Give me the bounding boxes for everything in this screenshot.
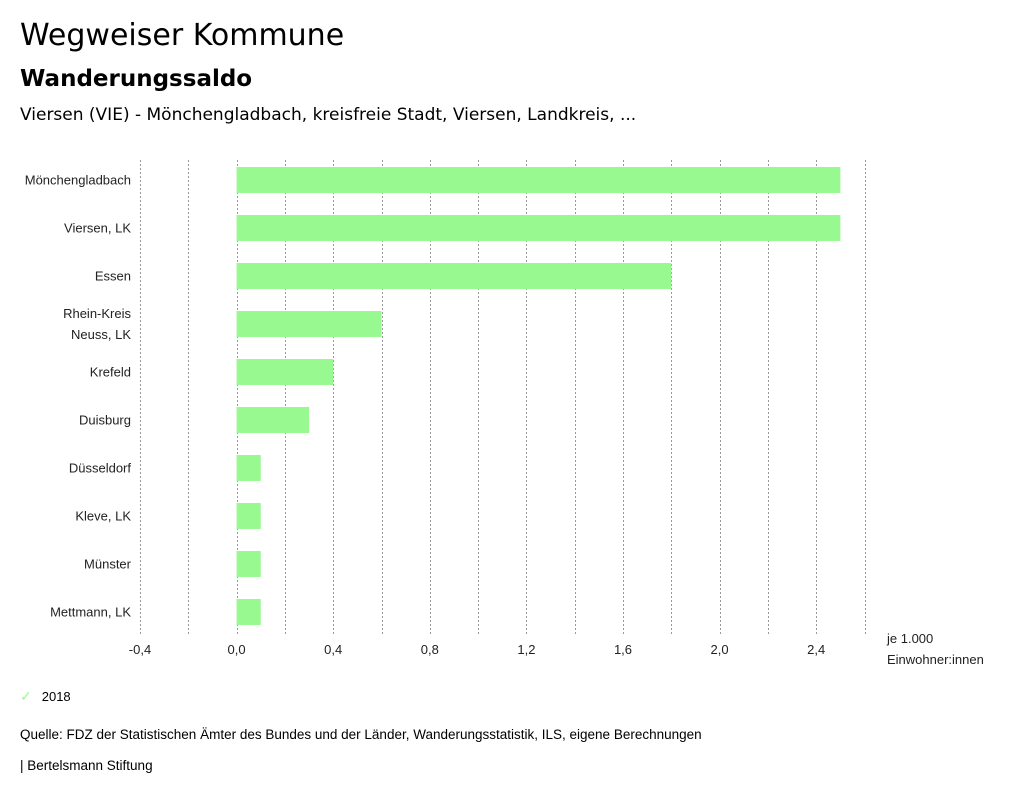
publisher-note: | Bertelsmann Stiftung (20, 758, 153, 773)
bar-chart: Mönchengladbach Viersen, LK Essen Rhein-Kre… (25, 160, 984, 667)
category-label: Düsseldorf (69, 461, 132, 476)
unit-label: je 1.000 (886, 631, 933, 646)
category-label: Münster (84, 557, 132, 572)
check-icon: ✓ (20, 688, 32, 704)
bar (236, 215, 841, 241)
source-note: Quelle: FDZ der Statistischen Ämter des … (20, 727, 702, 742)
x-tick-label: 0,0 (228, 642, 246, 657)
legend-label: 2018 (41, 689, 71, 704)
x-tick-label: 1,2 (517, 642, 535, 657)
category-label: Viersen, LK (64, 221, 131, 236)
category-label: Essen (95, 269, 131, 284)
bar (236, 455, 261, 481)
x-tick-label: 0,8 (421, 642, 439, 657)
page-title: Wegweiser Kommune (20, 18, 345, 53)
chart-subtitle: Wanderungssaldo (20, 66, 253, 92)
category-label: Rhein-Kreis (63, 306, 131, 321)
x-tick-label: -0,4 (129, 642, 151, 657)
category-label: Neuss, LK (71, 327, 131, 342)
category-label: Mettmann, LK (50, 605, 131, 620)
bar (236, 359, 334, 385)
x-tick-label: 2,0 (711, 642, 729, 657)
bar (236, 311, 382, 337)
bar (236, 599, 261, 625)
x-tick-label: 0,4 (324, 642, 342, 657)
category-label: Krefeld (90, 365, 131, 380)
category-label: Kleve, LK (75, 509, 131, 524)
bar (236, 407, 310, 433)
bar (236, 551, 261, 577)
x-tick-label: 2,4 (807, 642, 825, 657)
x-tick-label: 1,6 (614, 642, 632, 657)
category-label: Mönchengladbach (25, 173, 131, 188)
unit-label: Einwohner:innen (887, 652, 984, 667)
bar (236, 167, 841, 193)
category-label: Duisburg (79, 413, 131, 428)
bar (236, 503, 261, 529)
legend[interactable]: ✓ 2018 (20, 688, 71, 705)
bar (236, 263, 672, 289)
region-context: Viersen (VIE) - Mönchengladbach, kreisfr… (20, 105, 637, 125)
